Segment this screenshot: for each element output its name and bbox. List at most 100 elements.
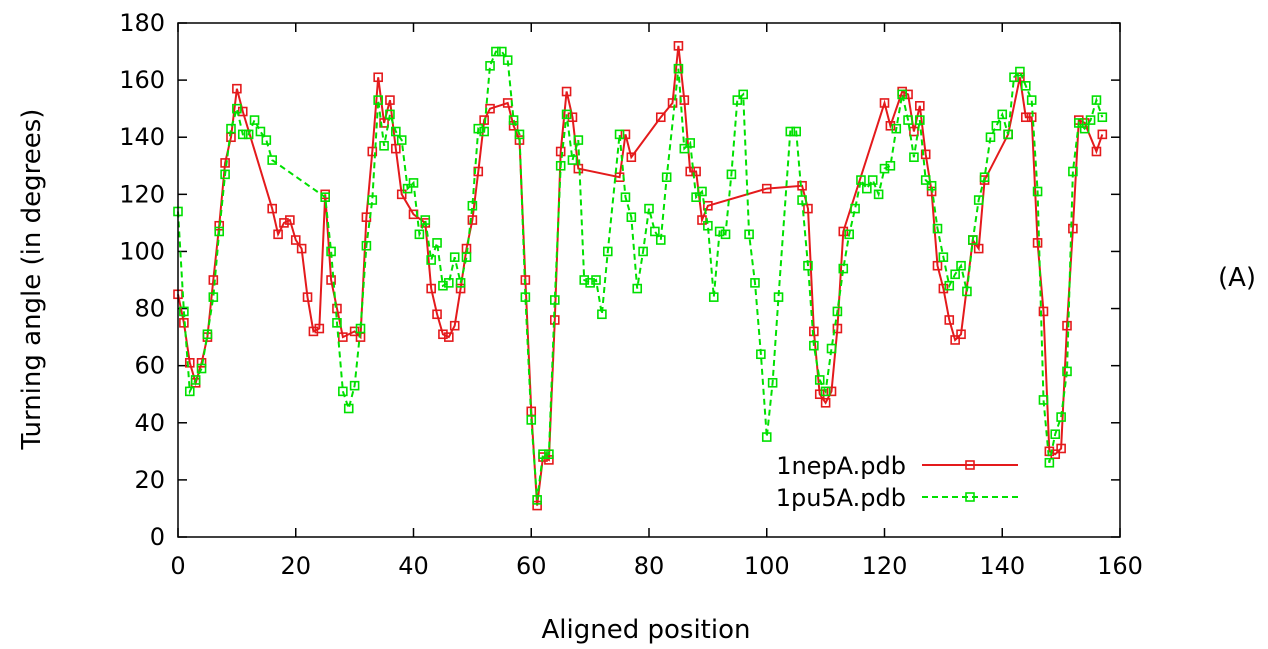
data-point-1-79	[697, 186, 707, 197]
data-point-0-88	[932, 260, 943, 271]
data-point-1-127	[985, 132, 996, 143]
data-point-0-77	[826, 386, 837, 397]
data-point-1-113	[903, 115, 913, 125]
series-layer	[173, 41, 1108, 511]
data-point-1-114	[909, 152, 919, 163]
x-tick-label-40: 40	[398, 552, 429, 580]
data-point-0-91	[950, 335, 960, 345]
data-point-0-100	[1032, 238, 1043, 248]
data-point-1-87	[744, 229, 754, 240]
data-point-1-51	[520, 292, 531, 302]
data-point-0-20	[314, 323, 325, 334]
data-point-0-8	[220, 158, 230, 168]
data-point-1-131	[1009, 72, 1019, 83]
data-point-0-17	[296, 243, 307, 254]
data-point-1-128	[991, 121, 1002, 131]
data-point-1-126	[979, 172, 990, 182]
data-point-1-136	[1038, 395, 1049, 405]
data-point-0-31	[385, 95, 395, 105]
data-point-1-119	[938, 252, 949, 262]
data-point-0-1	[179, 318, 189, 328]
data-point-1-74	[661, 172, 672, 182]
panel-label: (A)	[1218, 263, 1256, 293]
data-point-1-141	[1068, 166, 1078, 177]
data-point-0-84	[909, 126, 919, 137]
data-point-1-30	[396, 135, 407, 145]
data-point-1-109	[879, 163, 890, 174]
data-point-1-110	[885, 160, 896, 171]
data-point-1-64	[597, 309, 607, 320]
data-point-0-45	[479, 115, 489, 125]
data-point-0-40	[449, 320, 460, 331]
data-point-0-30	[379, 118, 389, 128]
tick-labels: 0 20 40 60 80 100 120 140 160 0 20 40 60 80 100 120 140 1…	[119, 9, 1143, 580]
data-point-1-121	[950, 269, 960, 280]
data-point-1-27	[379, 140, 389, 151]
data-point-0-104	[1056, 443, 1066, 454]
data-point-1-80	[703, 220, 713, 231]
data-point-0-61	[620, 129, 631, 140]
data-point-1-32	[408, 178, 419, 188]
data-point-1-52	[526, 415, 537, 425]
data-point-1-97	[809, 340, 819, 351]
y-tick-label-80: 80	[134, 295, 165, 323]
legend-marker-1	[965, 492, 975, 502]
data-point-0-92	[956, 329, 966, 340]
data-point-0-36	[426, 283, 436, 294]
data-point-1-83	[720, 229, 731, 240]
data-point-1-135	[1032, 186, 1043, 197]
data-point-0-81	[885, 121, 896, 131]
data-point-1-71	[644, 203, 654, 214]
data-point-1-92	[773, 292, 784, 302]
data-point-1-33	[414, 229, 425, 240]
data-point-0-37	[432, 309, 442, 320]
data-point-1-3	[190, 375, 201, 385]
data-point-0-52	[532, 500, 542, 511]
data-point-1-76	[679, 143, 690, 154]
data-point-0-58	[567, 112, 578, 123]
data-point-0-25	[349, 326, 360, 337]
data-point-1-118	[932, 223, 943, 234]
data-point-1-55	[544, 449, 554, 459]
data-point-1-90	[761, 432, 772, 442]
data-point-1-142	[1073, 118, 1084, 128]
data-point-1-75	[673, 63, 684, 74]
data-point-1-137	[1044, 457, 1055, 468]
data-point-1-98	[814, 375, 825, 385]
data-point-1-47	[497, 46, 507, 57]
data-point-1-23	[355, 323, 366, 334]
data-point-1-22	[349, 380, 360, 391]
data-point-1-43	[473, 123, 484, 134]
data-point-1-117	[926, 180, 937, 191]
data-point-1-11	[237, 129, 248, 140]
data-point-1-34	[420, 215, 431, 225]
data-point-1-13	[249, 115, 260, 125]
data-point-1-143	[1079, 123, 1090, 134]
data-point-1-73	[655, 235, 666, 245]
data-point-1-124	[968, 235, 978, 245]
data-point-1-85	[732, 95, 743, 105]
data-point-1-66	[614, 129, 625, 140]
data-point-1-6	[208, 292, 219, 302]
data-point-0-110	[1097, 129, 1108, 140]
y-tick-label-140: 140	[119, 123, 165, 151]
data-point-0-29	[373, 72, 383, 83]
data-point-0-41	[455, 283, 466, 294]
data-point-0-83	[903, 89, 913, 100]
data-point-1-42	[467, 200, 478, 211]
data-point-1-54	[538, 449, 548, 459]
data-point-1-25	[367, 195, 378, 205]
data-point-0-39	[444, 332, 454, 342]
data-point-1-21	[343, 403, 354, 414]
data-point-1-81	[708, 292, 719, 302]
data-point-1-72	[650, 226, 660, 237]
data-point-1-26	[373, 95, 383, 105]
data-point-1-44	[479, 126, 489, 137]
data-point-1-122	[956, 260, 966, 271]
data-point-0-54	[544, 455, 554, 465]
data-point-1-115	[915, 115, 925, 125]
data-point-1-15	[261, 135, 272, 145]
x-axis-title: Aligned position	[542, 615, 751, 645]
data-point-1-49	[508, 115, 519, 125]
